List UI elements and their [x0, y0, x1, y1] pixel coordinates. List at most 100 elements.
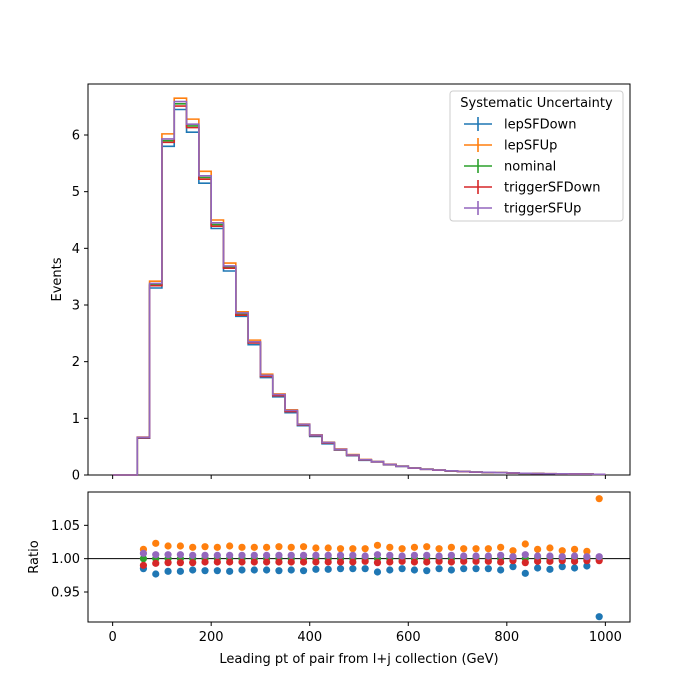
ratio-point-lepsfup — [558, 547, 566, 555]
ratio-point-triggersfdown — [497, 558, 505, 566]
legend-label-lepsfdown: lepSFDown — [504, 118, 576, 133]
legend-label-triggersfdown: triggerSFDown — [504, 181, 600, 196]
ratio-point-triggersfdown — [460, 557, 468, 565]
ratio-point-lepsfup — [201, 543, 209, 551]
ratio-point-triggersfdown — [361, 557, 369, 565]
ratio-y-tick-label: 0.95 — [51, 586, 80, 601]
ratio-point-lepsfdown — [460, 565, 468, 573]
ratio-point-lepsfdown — [349, 565, 357, 573]
ratio-y-tick-label: 1.05 — [51, 519, 80, 534]
ratio-point-lepsfdown — [484, 565, 492, 573]
legend-entries: lepSFDown lepSFUp nominal triggerSFDown trig… — [464, 117, 600, 217]
ratio-point-triggersfup — [263, 551, 271, 559]
ratio-point-triggersfdown — [546, 557, 554, 565]
ratio-point-lepsfdown — [386, 566, 394, 574]
legend: Systematic Uncertainty lepSFDown lepSFUp n… — [449, 90, 624, 222]
ratio-point-triggersfdown — [299, 558, 308, 566]
legend-entry-lepsfup: lepSFUp — [464, 138, 557, 154]
ratio-point-triggersfup — [398, 552, 406, 560]
ratio-point-triggersfdown — [189, 559, 197, 567]
ratio-point-lepsfdown — [595, 613, 603, 621]
x-tick-label: 200 — [199, 630, 224, 645]
ratio-point-lepsfup — [324, 544, 332, 552]
ratio-point-triggersfdown — [423, 558, 431, 566]
ratio-point-triggersfdown — [250, 558, 258, 566]
ratio-point-lepsfup — [546, 544, 554, 552]
x-tick-label: 800 — [494, 630, 519, 645]
ratio-point-triggersfdown — [226, 558, 234, 566]
ratio-point-triggersfdown — [472, 557, 480, 565]
ratio-point-lepsfdown — [201, 567, 209, 575]
ratio-point-triggersfdown — [398, 557, 406, 565]
ratio-point-lepsfup — [164, 542, 172, 550]
ratio-point-lepsfup — [299, 543, 308, 551]
ratio-point-triggersfdown — [263, 558, 271, 566]
ratio-point-triggersfdown — [386, 558, 394, 566]
ratio-point-triggersfdown — [349, 558, 357, 566]
ratio-axes-frame — [87, 491, 631, 623]
ratio-point-lepsfup — [423, 543, 431, 551]
ratio-point-lepsfdown — [336, 565, 345, 573]
ratio-point-triggersfdown — [213, 558, 221, 566]
ratio-point-triggersfdown — [336, 558, 345, 566]
ratio-point-triggersfup — [570, 552, 579, 560]
ratio-point-lepsfdown — [299, 567, 308, 575]
ratio-point-triggersfup — [595, 553, 603, 561]
ratio-point-lepsfup — [386, 543, 394, 551]
ratio-point-lepsfup — [509, 547, 517, 555]
ratio-point-triggersfup — [546, 552, 554, 560]
ratio-point-lepsfdown — [213, 567, 221, 575]
ratio-point-triggersfup — [410, 551, 419, 559]
ratio-point-lepsfup — [472, 545, 480, 553]
ratio-point-lepsfdown — [226, 567, 234, 575]
ratio-point-lepsfup — [189, 543, 197, 551]
ratio-point-lepsfup — [570, 545, 579, 553]
ratio-point-lepsfup — [213, 543, 221, 551]
ratio-point-lepsfup — [361, 545, 369, 553]
ratio-point-triggersfdown — [201, 558, 209, 566]
legend-label-triggersfup: triggerSFUp — [504, 202, 581, 217]
ratio-point-triggersfup — [423, 551, 431, 559]
histogram-y-tick-label: 0 — [72, 469, 80, 484]
legend-box — [449, 90, 624, 222]
histogram-y-tick-label: 3 — [72, 299, 80, 314]
ratio-point-triggersfup — [287, 551, 295, 559]
ratio-point-lepsfdown — [312, 565, 320, 573]
ratio-point-triggersfup — [201, 551, 209, 559]
histogram-y-tick-label: 2 — [72, 355, 80, 370]
x-axis-label: Leading pt of pair from l+j collection (… — [219, 652, 498, 667]
ratio-point-triggersfdown — [534, 557, 542, 565]
ratio-point-triggersfup — [275, 551, 283, 559]
ratio-point-lepsfup — [595, 495, 603, 503]
ratio-point-lepsfup — [534, 545, 542, 553]
ratio-point-lepsfup — [238, 543, 246, 551]
ratio-point-lepsfdown — [435, 565, 443, 573]
ratio-point-lepsfdown — [534, 564, 542, 572]
ratio-point-lepsfup — [460, 545, 468, 553]
ratio-point-lepsfup — [275, 543, 283, 551]
ratio-point-lepsfup — [583, 547, 591, 555]
ratio-panel: 0.95 1.00 1.05 0 200 400 600 800 1000 Ratio Lea… — [27, 491, 631, 667]
ratio-point-triggersfdown — [176, 559, 184, 567]
legend-label-nominal: nominal — [504, 160, 556, 175]
ratio-point-lepsfup — [349, 545, 357, 553]
ratio-point-lepsfdown — [287, 566, 295, 574]
ratio-series-triggersfup — [139, 549, 603, 561]
ratio-point-lepsfup — [152, 539, 160, 547]
ratio-point-lepsfdown — [410, 566, 419, 574]
ratio-series — [139, 495, 603, 621]
ratio-point-triggersfup — [226, 551, 234, 559]
ratio-point-lepsfdown — [152, 570, 160, 578]
ratio-point-triggersfdown — [164, 559, 172, 567]
ratio-point-lepsfup — [287, 543, 295, 551]
legend-entry-triggersfup: triggerSFUp — [464, 201, 581, 217]
legend-entry-lepsfdown: lepSFDown — [464, 117, 576, 133]
ratio-y-axis-label: Ratio — [27, 540, 42, 573]
ratio-point-lepsfup — [373, 541, 382, 549]
ratio-point-triggersfup — [349, 551, 357, 559]
ratio-point-lepsfdown — [398, 565, 406, 573]
ratio-y-ticks: 0.95 1.00 1.05 — [51, 519, 88, 601]
ratio-point-triggersfdown — [312, 558, 320, 566]
ratio-point-lepsfdown — [472, 565, 480, 573]
